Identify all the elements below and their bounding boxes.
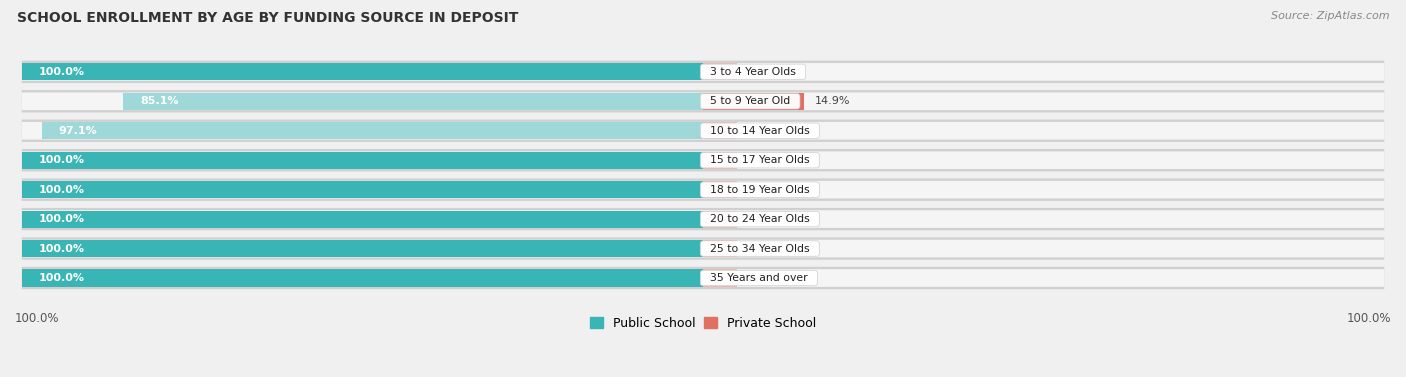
FancyBboxPatch shape <box>21 151 1385 169</box>
Text: 0.0%: 0.0% <box>747 214 776 224</box>
FancyBboxPatch shape <box>21 120 1385 142</box>
FancyBboxPatch shape <box>21 208 1385 230</box>
Text: 18 to 19 Year Olds: 18 to 19 Year Olds <box>703 185 817 195</box>
Bar <box>703 152 737 169</box>
Bar <box>22 152 703 169</box>
Text: 5 to 9 Year Old: 5 to 9 Year Old <box>703 96 797 106</box>
Text: 100.0%: 100.0% <box>39 155 84 165</box>
Text: 15 to 17 Year Olds: 15 to 17 Year Olds <box>703 155 817 165</box>
Bar <box>703 122 737 139</box>
Text: 100.0%: 100.0% <box>39 67 84 77</box>
Text: 0.0%: 0.0% <box>747 155 776 165</box>
FancyBboxPatch shape <box>21 61 1385 83</box>
Text: 0.0%: 0.0% <box>747 273 776 283</box>
Text: 85.1%: 85.1% <box>141 96 179 106</box>
FancyBboxPatch shape <box>21 63 1385 81</box>
FancyBboxPatch shape <box>21 92 1385 110</box>
Bar <box>124 93 703 110</box>
FancyBboxPatch shape <box>21 269 1385 287</box>
Text: 14.9%: 14.9% <box>814 96 851 106</box>
FancyBboxPatch shape <box>21 181 1385 198</box>
Text: 100.0%: 100.0% <box>1347 312 1391 325</box>
Text: 2.9%: 2.9% <box>747 126 776 136</box>
Bar <box>703 93 804 110</box>
Text: Source: ZipAtlas.com: Source: ZipAtlas.com <box>1271 11 1389 21</box>
Bar <box>22 211 703 228</box>
FancyBboxPatch shape <box>21 178 1385 201</box>
Bar <box>703 63 737 80</box>
Text: 20 to 24 Year Olds: 20 to 24 Year Olds <box>703 214 817 224</box>
Text: 100.0%: 100.0% <box>39 214 84 224</box>
Text: 10 to 14 Year Olds: 10 to 14 Year Olds <box>703 126 817 136</box>
Text: 0.0%: 0.0% <box>747 185 776 195</box>
Text: 25 to 34 Year Olds: 25 to 34 Year Olds <box>703 244 817 254</box>
Text: 35 Years and over: 35 Years and over <box>703 273 814 283</box>
Text: 3 to 4 Year Olds: 3 to 4 Year Olds <box>703 67 803 77</box>
FancyBboxPatch shape <box>21 238 1385 260</box>
FancyBboxPatch shape <box>21 267 1385 289</box>
Text: 100.0%: 100.0% <box>39 185 84 195</box>
Text: 100.0%: 100.0% <box>15 312 59 325</box>
FancyBboxPatch shape <box>21 122 1385 139</box>
Text: 100.0%: 100.0% <box>39 244 84 254</box>
FancyBboxPatch shape <box>21 149 1385 172</box>
Text: 0.0%: 0.0% <box>747 244 776 254</box>
Bar <box>22 181 703 198</box>
FancyBboxPatch shape <box>21 210 1385 228</box>
Bar <box>703 211 737 228</box>
FancyBboxPatch shape <box>21 240 1385 257</box>
Text: SCHOOL ENROLLMENT BY AGE BY FUNDING SOURCE IN DEPOSIT: SCHOOL ENROLLMENT BY AGE BY FUNDING SOUR… <box>17 11 519 25</box>
FancyBboxPatch shape <box>21 90 1385 112</box>
Bar <box>42 122 703 139</box>
Bar <box>703 240 737 257</box>
Bar <box>22 270 703 287</box>
Bar <box>22 240 703 257</box>
Text: 0.0%: 0.0% <box>747 67 776 77</box>
Text: 100.0%: 100.0% <box>39 273 84 283</box>
Text: 97.1%: 97.1% <box>59 126 97 136</box>
Bar <box>22 63 703 80</box>
Legend: Public School, Private School: Public School, Private School <box>585 312 821 335</box>
Bar <box>703 270 737 287</box>
Bar <box>703 181 737 198</box>
